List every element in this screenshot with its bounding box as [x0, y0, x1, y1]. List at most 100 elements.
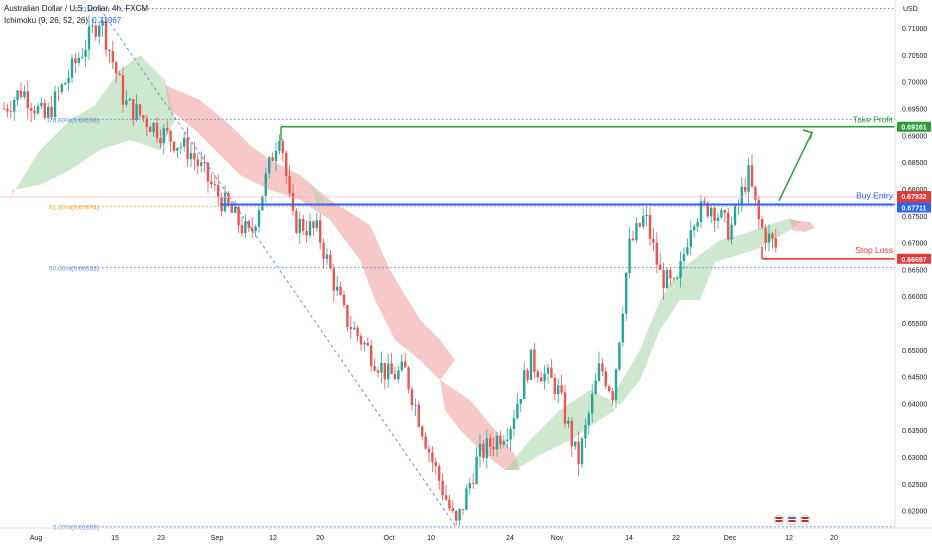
take-profit-price-badge [897, 121, 931, 132]
candle-body [36, 106, 40, 114]
y-tick-label: 0.68000 [902, 187, 927, 194]
candle-body [16, 90, 19, 101]
candle-body [519, 398, 522, 404]
candle-body [512, 418, 516, 429]
candle-body [645, 215, 648, 217]
y-tick-label: 0.67000 [902, 241, 927, 248]
candle-body [247, 221, 250, 228]
candle-body [472, 483, 475, 484]
candle-body [278, 140, 281, 151]
ichimoku-cloud-0 [12, 55, 175, 195]
candle-body [155, 122, 159, 139]
candle-body [196, 159, 199, 166]
ichimoku-cloud-1 [165, 85, 455, 380]
ichimoku-cloud-4 [610, 218, 800, 405]
candle-body [536, 371, 539, 378]
candle-body [465, 488, 468, 510]
ichimoku-cloud-6 [310, 185, 325, 205]
candle-body [223, 192, 227, 212]
candle-body [135, 104, 138, 120]
indicator-value: 0.71367 [92, 16, 122, 25]
candle-body [366, 342, 369, 346]
indicator-legend[interactable]: Ichimoku (9, 26, 52, 26) 0.71367 [4, 16, 123, 25]
candle-body [710, 207, 713, 217]
candle-body [492, 446, 495, 450]
candle-body [407, 367, 410, 390]
x-tick-label: Oct [384, 535, 395, 542]
candle-body [183, 137, 186, 147]
indicator-name: Ichimoku (9, 26, 52, 26) [4, 16, 89, 25]
candle-body [397, 370, 400, 380]
candle-body [53, 91, 57, 118]
candle-body [230, 204, 233, 213]
candle-body [744, 186, 747, 192]
candle-body [584, 424, 587, 439]
candle-body [686, 247, 689, 254]
candle-body [652, 238, 655, 243]
candle-body [261, 195, 264, 211]
candle-body [115, 62, 118, 74]
candle-body [9, 111, 12, 112]
candle-body [621, 313, 624, 343]
x-tick-label: Dec [724, 535, 737, 542]
candle-body [540, 377, 543, 382]
candle-body [574, 441, 577, 447]
y-tick-label: 0.66000 [902, 294, 927, 301]
candle-body [104, 20, 108, 50]
candle-body [203, 162, 206, 164]
candle-body [591, 394, 594, 414]
y-tick-label: 0.68500 [902, 160, 927, 167]
symbol-title: Australian Dollar / U.S. Dollar, 4h, FXC… [4, 4, 150, 13]
candle-body [682, 253, 686, 261]
candle-body [376, 370, 380, 373]
candle-body [604, 371, 607, 387]
candle-body [308, 221, 312, 236]
candle-body [727, 212, 730, 240]
candle-body [74, 58, 77, 64]
candle-body [642, 216, 645, 227]
candle-body [625, 272, 628, 314]
candle-body [550, 367, 553, 378]
candle-body [206, 162, 210, 182]
candle-body [577, 441, 580, 465]
candle-body [754, 186, 757, 200]
y-tick-label: 0.70500 [902, 53, 927, 60]
ichimoku-cloud-5 [790, 220, 815, 232]
candle-body [319, 220, 322, 243]
candle-body [434, 461, 437, 467]
candle-body [516, 403, 519, 419]
x-tick-label: 22 [672, 535, 680, 542]
candle-body [608, 386, 611, 392]
candle-body [580, 438, 584, 465]
candle-body [567, 420, 570, 424]
candle-body [176, 147, 179, 151]
y-tick-label: 0.63000 [902, 455, 927, 462]
x-tick-label: Aug [30, 535, 43, 542]
candle-body [662, 269, 665, 289]
candle-body [563, 392, 567, 424]
y-tick-label: 0.62500 [902, 482, 927, 489]
candle-body [111, 51, 114, 63]
candle-body [495, 435, 499, 450]
x-tick-label: 10 [427, 535, 435, 542]
y-tick-label: 0.64500 [902, 375, 927, 382]
candle-body [373, 366, 376, 371]
candle-body [2, 108, 6, 110]
candle-body [23, 91, 26, 98]
candle-body [64, 83, 67, 85]
candle-body [451, 508, 454, 512]
candle-body [761, 219, 764, 228]
candle-body [315, 220, 318, 228]
candle-body [628, 238, 631, 273]
candle-body [193, 153, 196, 160]
ichimoku-cloud-3 [505, 390, 615, 470]
candle-body [94, 25, 97, 37]
candle-body [618, 342, 621, 370]
candle-body [118, 73, 121, 76]
candle-body [13, 100, 16, 112]
candle-body [145, 118, 148, 128]
candle-body [570, 420, 573, 447]
candle-body [57, 91, 60, 93]
candle-body [40, 102, 43, 107]
